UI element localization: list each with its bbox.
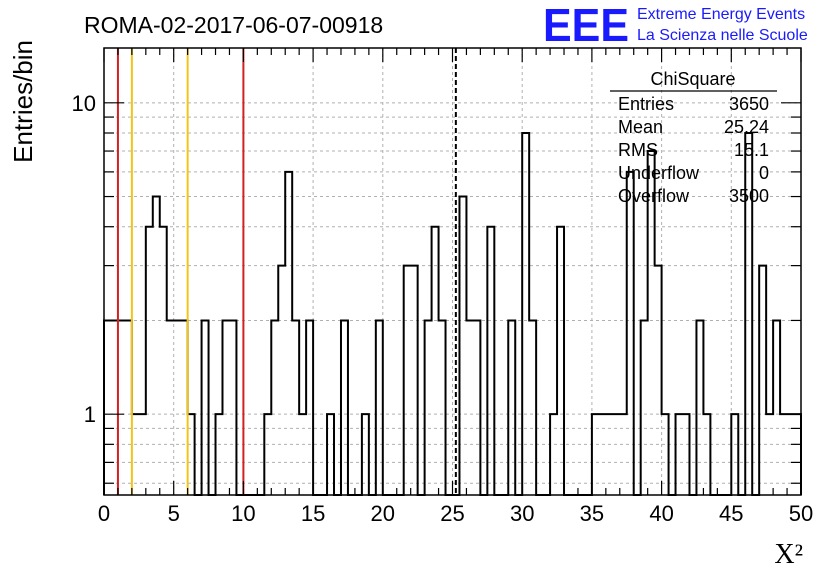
histogram-bin	[153, 197, 160, 495]
x-tick-label: 0	[98, 501, 110, 526]
histogram-bin	[306, 320, 313, 495]
histogram-bin	[111, 320, 118, 495]
histogram-bin	[118, 320, 125, 495]
stats-label-underflow: Underflow	[618, 163, 700, 183]
histogram-bin	[285, 172, 292, 495]
histogram-bin	[522, 133, 529, 495]
histogram-bin	[439, 320, 446, 495]
stats-value-mean: 25.24	[724, 117, 769, 137]
axis-ticks	[103, 48, 802, 495]
eee-logo: EEE Extreme Energy Events La Scienza nel…	[543, 0, 808, 51]
x-tick-label: 40	[649, 501, 673, 526]
histogram-bin	[411, 266, 418, 495]
x-tick-label: 30	[510, 501, 534, 526]
histogram-bin	[759, 266, 766, 495]
histogram-bin	[174, 320, 181, 495]
histogram-bin	[425, 320, 432, 495]
histogram-bin	[473, 320, 480, 495]
histogram-bin	[181, 320, 188, 495]
x-axis-label: X²	[774, 539, 803, 570]
histogram-bin	[529, 320, 536, 495]
grid-lines	[104, 48, 801, 495]
histogram-bin	[341, 320, 348, 495]
histogram-bin	[641, 320, 648, 495]
y-axis-label: Entries/bin	[8, 40, 38, 163]
y-tick-label: 10	[72, 91, 96, 116]
histogram-bin	[146, 227, 153, 495]
histogram-bin	[432, 227, 439, 495]
stats-label-mean: Mean	[618, 117, 663, 137]
eee-logo-line2: La Scienza nelle Scuole	[637, 27, 808, 44]
histogram-bin	[160, 227, 167, 495]
histogram-bin	[292, 320, 299, 495]
histogram-bin	[271, 320, 278, 495]
histogram-bin	[278, 266, 285, 495]
histogram-bin	[125, 320, 132, 495]
histogram-bin	[655, 266, 662, 495]
histogram-bin	[627, 172, 634, 495]
eee-logo-line1: Extreme Energy Events	[637, 6, 805, 23]
histogram-bin	[773, 320, 780, 495]
stats-value-rms: 15.1	[734, 140, 769, 160]
x-tick-label: 20	[371, 501, 395, 526]
histogram-bin	[202, 320, 209, 495]
histogram-bin	[459, 197, 466, 495]
stats-box: ChiSquare Entries 3650 Mean 25.24 RMS 15…	[610, 69, 777, 206]
y-tick-labels: 1 10	[72, 91, 96, 427]
reference-lines	[116, 48, 457, 495]
stats-label-overflow: Overflow	[618, 186, 690, 206]
x-tick-label: 25	[440, 501, 464, 526]
histogram-bin	[696, 320, 703, 495]
stats-title: ChiSquare	[650, 69, 735, 89]
stats-value-entries: 3650	[729, 94, 769, 114]
histogram-bin	[487, 227, 494, 495]
stats-value-overflow: 3500	[729, 186, 769, 206]
x-tick-label: 10	[231, 501, 255, 526]
histogram-bin	[466, 320, 473, 495]
x-tick-labels: 0 5 10 15 20 25 30 35 40 45 50	[98, 501, 813, 526]
histogram-bin	[376, 320, 383, 495]
histogram-bin	[104, 320, 111, 495]
histogram-bin	[229, 320, 236, 495]
chart-title: ROMA-02-2017-06-07-00918	[84, 12, 383, 38]
x-tick-label: 5	[168, 501, 180, 526]
histogram-bin	[167, 320, 174, 495]
stats-label-rms: RMS	[618, 140, 658, 160]
histogram-bin	[222, 320, 229, 495]
histogram-bin	[404, 266, 411, 495]
histogram-bin	[557, 227, 564, 495]
histogram-bin	[508, 320, 515, 495]
stats-label-entries: Entries	[618, 94, 674, 114]
x-tick-label: 35	[580, 501, 604, 526]
x-tick-label: 50	[789, 501, 813, 526]
eee-logo-mark: EEE	[543, 0, 629, 51]
x-tick-label: 15	[301, 501, 325, 526]
x-tick-label: 45	[719, 501, 743, 526]
y-tick-label: 1	[84, 402, 96, 427]
stats-value-underflow: 0	[759, 163, 769, 183]
